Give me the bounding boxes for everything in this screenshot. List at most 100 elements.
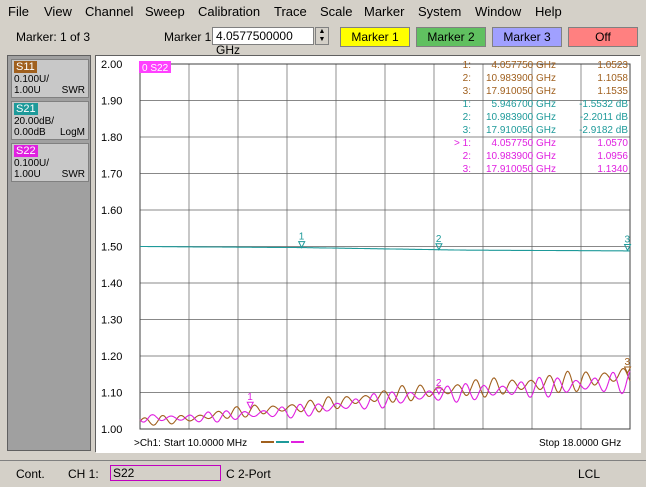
status-remote: LCL: [578, 467, 601, 481]
status-active-trace[interactable]: S22: [110, 465, 221, 481]
marker-s21-1-icon: [297, 241, 306, 249]
marker-readout-frequency: 10.983900 GHz: [486, 151, 556, 162]
marker-readout-value: -2.2011 dB: [580, 112, 629, 123]
trace-s22-format: SWR: [61, 169, 85, 180]
marker-s22-1-label: 1: [247, 392, 253, 403]
y-tick-label: 1.20: [101, 351, 122, 363]
menu-channel[interactable]: Channel: [85, 4, 134, 19]
y-tick-label: 1.10: [101, 388, 122, 400]
y-tick-label: 1.30: [101, 315, 122, 327]
menu-file[interactable]: File: [8, 4, 29, 19]
marker-readout-index: 1:: [463, 99, 471, 110]
marker-readout-value: 1.1058: [597, 73, 628, 84]
marker-s21-3-label: 3: [625, 235, 631, 246]
marker-readout-index: 2:: [463, 151, 471, 162]
marker-readout-frequency: 17.910050 GHz: [486, 164, 556, 175]
marker-readout-frequency: 4.057750 GHz: [492, 138, 557, 149]
active-trace-tag-bg: [139, 61, 171, 73]
marker-s21-2-label: 2: [436, 234, 442, 245]
series-s21-line: [140, 245, 630, 252]
status-bar: Cont. CH 1: S22 C 2-Port LCL: [0, 460, 646, 487]
menu-bar: File View Channel Sweep Calibration Trac…: [0, 0, 646, 24]
marker-toolbar: Marker: 1 of 3 Marker 1 4.0577500000 GHz…: [0, 24, 646, 57]
marker-2-button[interactable]: Marker 2: [416, 27, 486, 47]
marker-readout-index: 3:: [463, 125, 471, 136]
marker-s22-2-icon: [435, 387, 443, 396]
menu-system[interactable]: System: [418, 4, 462, 19]
trace-s11-format: SWR: [61, 85, 85, 96]
marker-readout-index: > 1:: [454, 138, 471, 149]
trace-s21-format: LogM: [59, 127, 85, 138]
marker-select-label: Marker 1: [164, 30, 212, 44]
marker-frequency-spinner[interactable]: ▲ ▼: [315, 27, 329, 45]
marker-readout-value: 1.0523: [597, 60, 628, 71]
trace-s11-name: S11: [14, 61, 37, 73]
trace-s22-ref: 1.00U: [14, 169, 41, 180]
marker-off-button[interactable]: Off: [568, 27, 638, 47]
menu-calibration[interactable]: Calibration: [198, 4, 261, 19]
smith-chart-plot[interactable]: 2.00 1.90 1.80 1.70 1.60 1.50 1.40 1.30 1.20 1.10…: [96, 56, 641, 453]
y-tick-label: 1.40: [101, 278, 122, 290]
marker-s21-1-label: 1: [299, 232, 305, 243]
trace-s21-ref: 0.00dB: [14, 127, 46, 138]
y-tick-label: 1.80: [101, 132, 122, 144]
marker-s22-2-label: 2: [436, 378, 442, 389]
marker-readout-index: 2:: [463, 112, 471, 123]
marker-readout-value: 1.0956: [597, 151, 628, 162]
plot-background: [96, 56, 641, 453]
series-s22-line: [139, 371, 631, 423]
y-tick-label: 2.00: [101, 59, 122, 71]
series-s11-line: [139, 368, 631, 426]
trace-s22-box[interactable]: S22 0.100U/ 1.00U SWR: [11, 143, 89, 182]
marker-s21-2-icon: [435, 243, 443, 251]
menu-marker[interactable]: Marker: [364, 4, 405, 19]
marker-frequency-input[interactable]: 4.0577500000 GHz: [212, 27, 314, 57]
marker-readout-index: 3:: [463, 86, 471, 97]
marker-3-button[interactable]: Marker 3: [492, 27, 562, 47]
trace-s21-box[interactable]: S21 20.00dB/ 0.00dB LogM: [11, 101, 89, 140]
marker-readout-index: 2:: [463, 73, 471, 84]
marker-readout-value: 1.1535: [597, 86, 628, 97]
marker-s22-1-icon: [246, 401, 255, 410]
marker-readout-frequency: 10.983900 GHz: [486, 112, 556, 123]
menu-window[interactable]: Window: [475, 4, 522, 19]
start-frequency-label: >Ch1: Start 10.0000 MHz: [134, 438, 247, 449]
trace-s11-box[interactable]: S11 0.100U/ 1.00U SWR: [11, 59, 89, 98]
marker-s11-3-label: 3: [625, 357, 631, 368]
marker-readout-frequency: 17.910050 GHz: [486, 125, 556, 136]
status-calibration: C 2-Port: [226, 467, 271, 481]
trace-s21-scale: 20.00dB/: [14, 116, 55, 127]
menu-help[interactable]: Help: [535, 4, 562, 19]
y-tick-label: 1.00: [101, 424, 122, 436]
plot-markers: 1 2 3 3 1 2: [246, 232, 632, 410]
marker-readout-value: 1.1340: [597, 164, 628, 175]
chart-frame[interactable]: 2.00 1.90 1.80 1.70 1.60 1.50 1.40 1.30 1.20 1.10…: [95, 55, 641, 453]
marker-count-label: Marker: 1 of 3: [16, 30, 91, 44]
marker-readout-index: 3:: [463, 164, 471, 175]
plot-series: [139, 245, 631, 426]
marker-1-button[interactable]: Marker 1: [340, 27, 410, 47]
y-tick-label: 1.90: [101, 96, 122, 108]
menu-sweep[interactable]: Sweep: [145, 4, 185, 19]
trace-panel: S11 0.100U/ 1.00U SWR S21 20.00dB/ 0.00d…: [7, 55, 91, 451]
trace-s22-name: S22: [14, 145, 38, 157]
marker-readout-frequency: 10.983900 GHz: [486, 73, 556, 84]
menu-trace[interactable]: Trace: [274, 4, 307, 19]
marker-readout-frequency: 17.910050 GHz: [486, 86, 556, 97]
stop-frequency-label: Stop 18.0000 GHz: [539, 438, 621, 449]
marker-readout-value: -1.5532 dB: [579, 99, 628, 110]
marker-s11-3-icon: [623, 366, 632, 375]
menu-scale[interactable]: Scale: [320, 4, 353, 19]
marker-readout-table: 1: 4.057750 GHz 1.0523 2: 10.983900 GHz 1.105…: [454, 60, 628, 175]
trace-s11-scale: 0.100U/: [14, 74, 50, 85]
marker-s21-3-icon: [623, 244, 632, 252]
status-channel: CH 1:: [68, 467, 99, 481]
y-tick-labels: 2.00 1.90 1.80 1.70 1.60 1.50 1.40 1.30 1.20 1.10…: [101, 59, 122, 436]
y-tick-label: 1.60: [101, 205, 122, 217]
y-tick-label: 1.50: [101, 242, 122, 254]
trace-s22-scale: 0.100U/: [14, 158, 50, 169]
menu-view[interactable]: View: [44, 4, 72, 19]
marker-readout-frequency: 5.946700 GHz: [492, 99, 557, 110]
active-trace-tag: 0 S22: [142, 63, 169, 74]
trace-s21-name: S21: [14, 103, 38, 115]
